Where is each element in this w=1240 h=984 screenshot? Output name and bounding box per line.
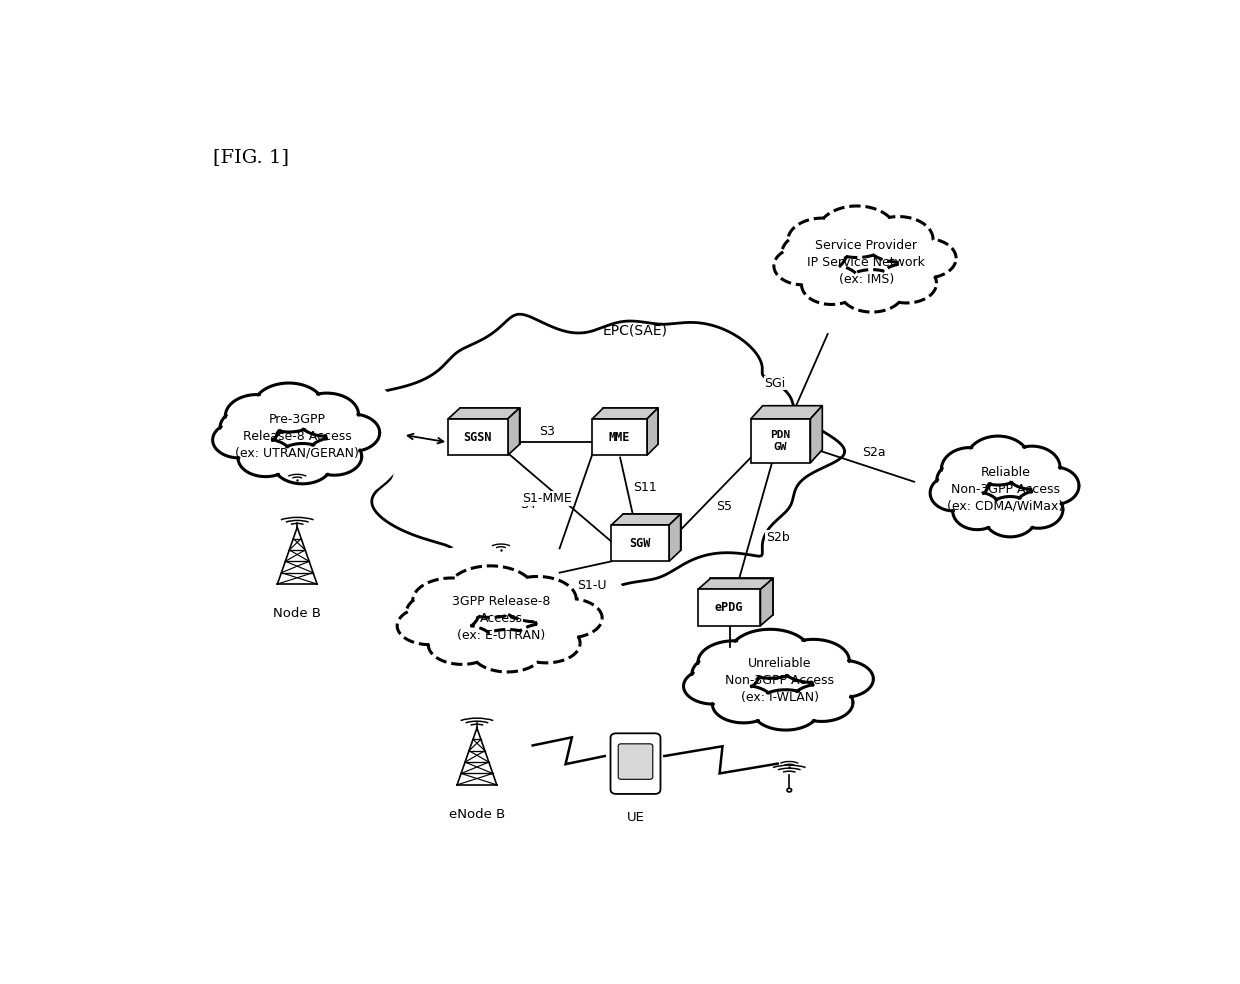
Text: Unreliable
Non-3GPP Access
(ex: I-WLAN): Unreliable Non-3GPP Access (ex: I-WLAN) xyxy=(725,656,835,704)
Polygon shape xyxy=(936,461,990,501)
Polygon shape xyxy=(507,408,520,456)
Polygon shape xyxy=(446,566,534,617)
Text: S5: S5 xyxy=(715,500,732,514)
Text: UE: UE xyxy=(626,811,645,824)
Polygon shape xyxy=(751,419,811,462)
Polygon shape xyxy=(397,607,463,645)
Polygon shape xyxy=(698,641,770,684)
Polygon shape xyxy=(801,265,862,304)
Polygon shape xyxy=(698,589,760,626)
Polygon shape xyxy=(864,216,932,262)
Polygon shape xyxy=(253,383,325,432)
Text: Service Provider
IP Service Network
(ex: IMS): Service Provider IP Service Network (ex:… xyxy=(807,238,925,285)
Polygon shape xyxy=(498,577,577,622)
Polygon shape xyxy=(711,579,773,615)
Text: S2a: S2a xyxy=(862,447,885,460)
Polygon shape xyxy=(534,598,603,638)
Polygon shape xyxy=(219,407,279,448)
Polygon shape xyxy=(1003,446,1060,489)
Text: SGW: SGW xyxy=(630,536,651,550)
Text: S4: S4 xyxy=(520,498,536,511)
Text: Pre-3GPP
Release-8 Access
(ex: UTRAN/GERAN): Pre-3GPP Release-8 Access (ex: UTRAN/GER… xyxy=(236,413,360,460)
Text: S2b: S2b xyxy=(766,530,790,543)
Polygon shape xyxy=(983,497,1037,537)
Text: S1-U: S1-U xyxy=(578,579,608,592)
Polygon shape xyxy=(897,238,956,277)
Polygon shape xyxy=(603,408,658,445)
Text: [FIG. 1]: [FIG. 1] xyxy=(213,149,289,166)
Polygon shape xyxy=(817,206,897,258)
Polygon shape xyxy=(325,414,379,452)
Polygon shape xyxy=(839,270,904,312)
Polygon shape xyxy=(670,514,681,561)
Polygon shape xyxy=(622,514,681,550)
Text: Reliable
Non-3GPP Access
(ex: CDMA/WiMax): Reliable Non-3GPP Access (ex: CDMA/WiMax… xyxy=(947,465,1064,513)
Polygon shape xyxy=(751,405,822,419)
Polygon shape xyxy=(713,686,775,723)
Text: PDN
GW: PDN GW xyxy=(770,430,791,452)
Text: Node B: Node B xyxy=(273,607,321,620)
Polygon shape xyxy=(1030,467,1079,505)
Polygon shape xyxy=(593,419,647,456)
Polygon shape xyxy=(238,439,293,476)
FancyBboxPatch shape xyxy=(610,733,661,794)
Polygon shape xyxy=(611,514,681,524)
Polygon shape xyxy=(774,247,832,284)
Circle shape xyxy=(787,788,791,792)
Polygon shape xyxy=(428,625,496,664)
Text: MME: MME xyxy=(609,431,630,444)
Polygon shape xyxy=(372,314,844,597)
Polygon shape xyxy=(777,640,849,683)
Polygon shape xyxy=(448,419,507,456)
Polygon shape xyxy=(692,653,759,694)
Polygon shape xyxy=(930,475,977,511)
Text: SGi: SGi xyxy=(764,377,785,390)
Polygon shape xyxy=(306,438,362,475)
Polygon shape xyxy=(952,492,1002,529)
Polygon shape xyxy=(698,579,773,589)
Text: S3: S3 xyxy=(539,424,556,438)
Polygon shape xyxy=(760,579,773,626)
Polygon shape xyxy=(782,232,847,275)
Ellipse shape xyxy=(186,361,408,512)
Text: 3GPP Release-8
Access
(ex: E-UTRAN): 3GPP Release-8 Access (ex: E-UTRAN) xyxy=(451,594,551,642)
Text: ePDG: ePDG xyxy=(715,601,744,614)
Polygon shape xyxy=(790,684,853,721)
Polygon shape xyxy=(407,591,479,634)
Text: S1-MME: S1-MME xyxy=(522,492,572,505)
Text: S11: S11 xyxy=(634,481,657,494)
Polygon shape xyxy=(966,436,1030,485)
Polygon shape xyxy=(611,524,670,561)
Polygon shape xyxy=(729,630,811,678)
FancyBboxPatch shape xyxy=(619,744,652,779)
Ellipse shape xyxy=(745,182,987,341)
Polygon shape xyxy=(683,668,744,705)
Ellipse shape xyxy=(653,607,905,758)
Polygon shape xyxy=(751,690,820,730)
Polygon shape xyxy=(273,444,332,484)
Ellipse shape xyxy=(906,413,1105,565)
Polygon shape xyxy=(593,408,658,419)
Polygon shape xyxy=(787,218,857,264)
Polygon shape xyxy=(471,630,544,672)
Polygon shape xyxy=(763,405,822,450)
Polygon shape xyxy=(448,408,520,419)
Polygon shape xyxy=(213,422,265,458)
Text: SGSN: SGSN xyxy=(464,431,492,444)
Polygon shape xyxy=(1014,491,1063,528)
Text: eNode B: eNode B xyxy=(449,808,505,821)
Polygon shape xyxy=(647,408,658,456)
Text: EPC(SAE): EPC(SAE) xyxy=(603,323,668,338)
Polygon shape xyxy=(811,660,873,698)
Polygon shape xyxy=(460,408,520,445)
Polygon shape xyxy=(226,395,289,438)
Polygon shape xyxy=(413,578,491,624)
Polygon shape xyxy=(877,264,936,303)
Polygon shape xyxy=(295,394,358,436)
Polygon shape xyxy=(512,624,580,663)
Polygon shape xyxy=(941,448,998,491)
Ellipse shape xyxy=(365,542,637,702)
Polygon shape xyxy=(811,405,822,462)
